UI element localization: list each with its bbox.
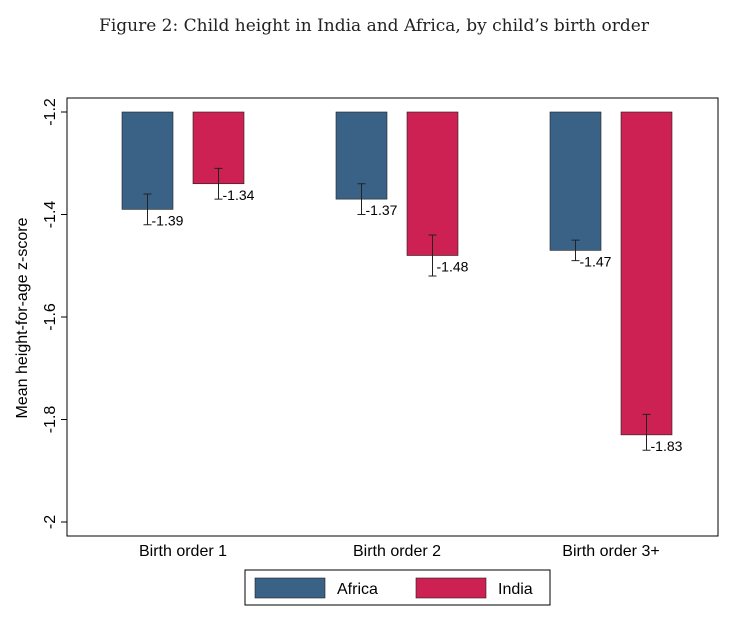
- data-label: -1.48: [437, 259, 469, 275]
- data-label: -1.34: [223, 187, 255, 203]
- data-label: -1.83: [651, 438, 683, 454]
- x-category-label: Birth order 3+: [562, 543, 659, 560]
- legend-label-africa: Africa: [337, 581, 378, 598]
- figure-title: Figure 2: Child height in India and Afri…: [99, 16, 649, 36]
- data-label: -1.37: [366, 202, 398, 218]
- legend-swatch-india: [415, 577, 487, 599]
- legend-swatch-africa: [254, 577, 326, 599]
- bar-india: [620, 111, 673, 436]
- bar-india: [406, 111, 459, 256]
- y-tick-label: -1.2: [42, 98, 59, 126]
- data-label: -1.39: [152, 212, 184, 228]
- x-category-label: Birth order 1: [139, 543, 227, 560]
- y-axis-label: Mean height-for-age z-score: [14, 217, 31, 418]
- x-category-label: Birth order 2: [353, 543, 441, 560]
- data-label: -1.47: [580, 253, 612, 269]
- y-tick-label: -2: [42, 515, 59, 529]
- y-tick-label: -1.8: [42, 406, 59, 434]
- bar-africa: [121, 111, 174, 210]
- y-tick-label: -1.6: [42, 303, 59, 331]
- legend-label-india: India: [498, 581, 533, 598]
- bar-africa: [549, 111, 602, 251]
- y-tick-label: -1.4: [42, 201, 59, 229]
